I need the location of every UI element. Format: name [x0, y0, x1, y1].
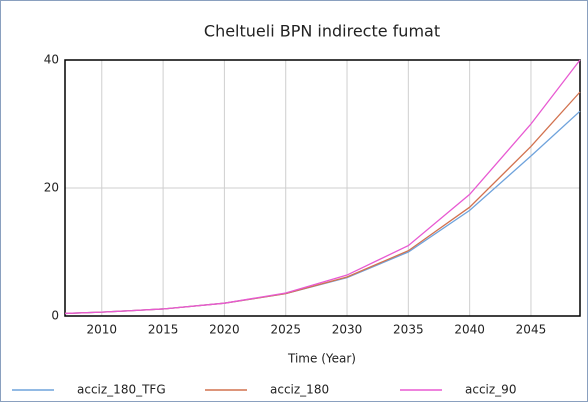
x-tick-label: 2010	[87, 323, 118, 337]
legend-label: acciz_180	[270, 383, 329, 397]
x-tick-label: 2030	[332, 323, 363, 337]
y-tick-label: 40	[44, 53, 59, 67]
x-tick-label: 2015	[148, 323, 179, 337]
x-axis-label: Time (Year)	[287, 352, 356, 366]
x-tick-label: 2020	[209, 323, 240, 337]
y-tick-label: 20	[44, 181, 59, 195]
series-line	[64, 59, 581, 315]
x-tick-label: 2040	[454, 323, 485, 337]
y-tick-label: 0	[51, 309, 59, 323]
x-tick-label: 2035	[393, 323, 424, 337]
legend-label: acciz_90	[465, 383, 516, 397]
x-tick-label: 2045	[516, 323, 547, 337]
x-tick-label: 2025	[270, 323, 301, 337]
plot-border	[64, 59, 581, 317]
chart-title: Cheltueli BPN indirecte fumat	[204, 22, 440, 41]
legend-label: acciz_180_TFG	[77, 383, 166, 397]
